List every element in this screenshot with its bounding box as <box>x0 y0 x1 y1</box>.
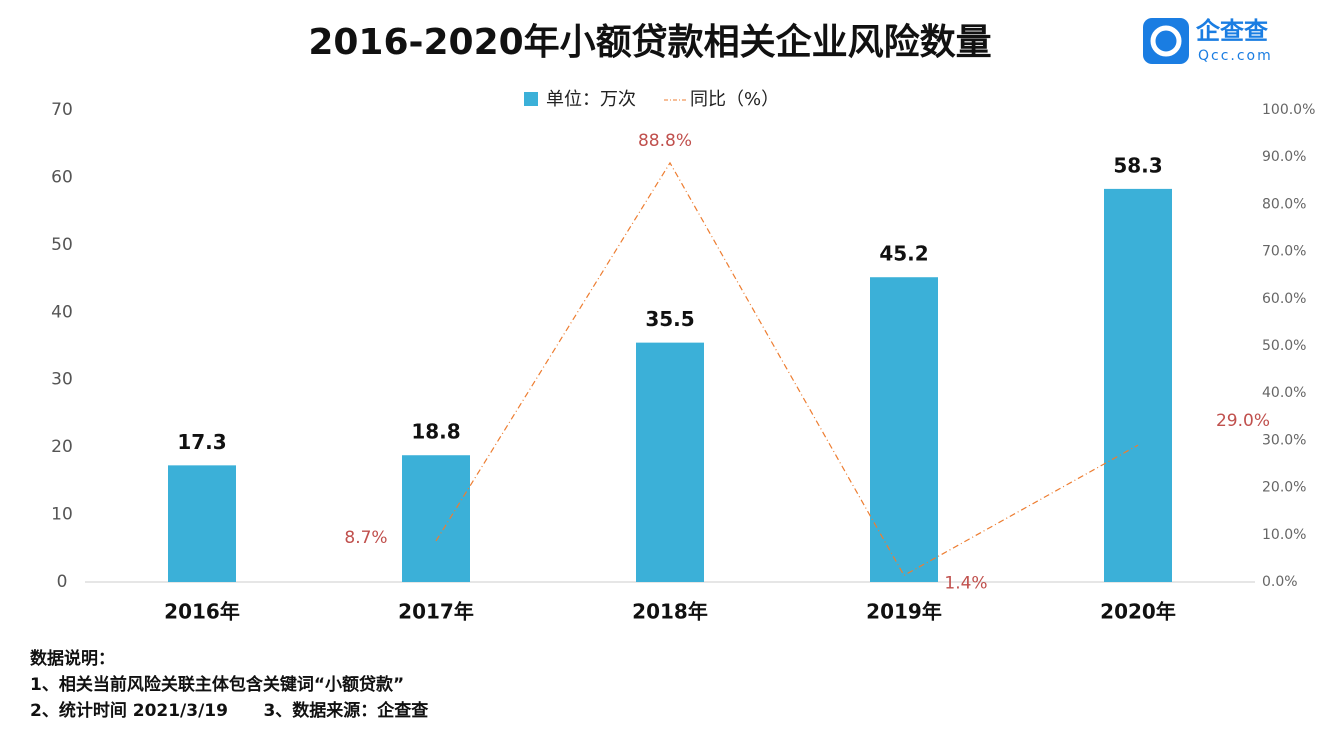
y2-tick-label: 60.0% <box>1262 291 1306 307</box>
bar-label: 45.2 <box>879 242 928 266</box>
y-tick-label: 60 <box>51 167 73 187</box>
bar <box>1104 188 1172 583</box>
y-tick-label: 40 <box>51 302 73 322</box>
x-tick-label: 2018年 <box>632 600 708 624</box>
line-label: 29.0% <box>1216 411 1270 431</box>
y2-tick-label: 70.0% <box>1262 244 1306 260</box>
y-tick-label: 30 <box>51 370 73 390</box>
y2-tick-label: 100.0% <box>1262 102 1315 118</box>
bar <box>168 465 236 582</box>
legend-label: 单位：万次 <box>546 89 636 110</box>
y2-tick-label: 0.0% <box>1262 574 1298 590</box>
line-label: 1.4% <box>944 573 987 593</box>
bar <box>402 455 470 582</box>
bar <box>636 342 704 582</box>
bar <box>870 277 938 582</box>
chart-title: 2016-2020年小额贷款相关企业风险数量 <box>308 21 991 63</box>
line-label: 8.7% <box>344 528 387 548</box>
y-tick-label: 70 <box>51 100 73 120</box>
logo-icon <box>1143 18 1189 64</box>
logo-url: Qcc.com <box>1198 48 1273 64</box>
x-tick-label: 2020年 <box>1100 600 1176 624</box>
y2-tick-label: 90.0% <box>1262 149 1306 165</box>
y-tick-label: 50 <box>51 235 73 255</box>
line <box>435 161 1139 577</box>
bar-label: 17.3 <box>177 430 226 454</box>
x-tick-label: 2016年 <box>164 600 240 624</box>
y2-tick-label: 80.0% <box>1262 196 1306 212</box>
y2-tick-label: 10.0% <box>1262 527 1306 543</box>
bar-label: 58.3 <box>1113 153 1162 177</box>
bar-label: 35.5 <box>645 307 694 331</box>
x-tick-label: 2019年 <box>866 600 942 624</box>
logo-name: 企查查 <box>1196 17 1268 45</box>
y2-tick-label: 40.0% <box>1262 385 1306 401</box>
note: 2、统计时间 2021/3/19 3、数据来源：企查查 <box>30 701 429 721</box>
y2-tick-label: 30.0% <box>1262 432 1306 448</box>
legend-swatch <box>524 92 538 106</box>
y-tick-label: 0 <box>57 572 68 592</box>
note: 数据说明： <box>30 649 115 669</box>
x-tick-label: 2017年 <box>398 600 474 624</box>
line-label: 88.8% <box>638 131 692 151</box>
y-tick-label: 20 <box>51 437 73 457</box>
bar-label: 18.8 <box>411 420 460 444</box>
logo-ring <box>1150 25 1182 57</box>
y2-tick-label: 20.0% <box>1262 480 1306 496</box>
y2-tick-label: 50.0% <box>1262 338 1306 354</box>
note: 1、相关当前风险关联主体包含关键词“小额贷款” <box>30 675 405 695</box>
y-tick-label: 10 <box>51 505 73 525</box>
legend-label: 同比（%） <box>690 89 779 110</box>
